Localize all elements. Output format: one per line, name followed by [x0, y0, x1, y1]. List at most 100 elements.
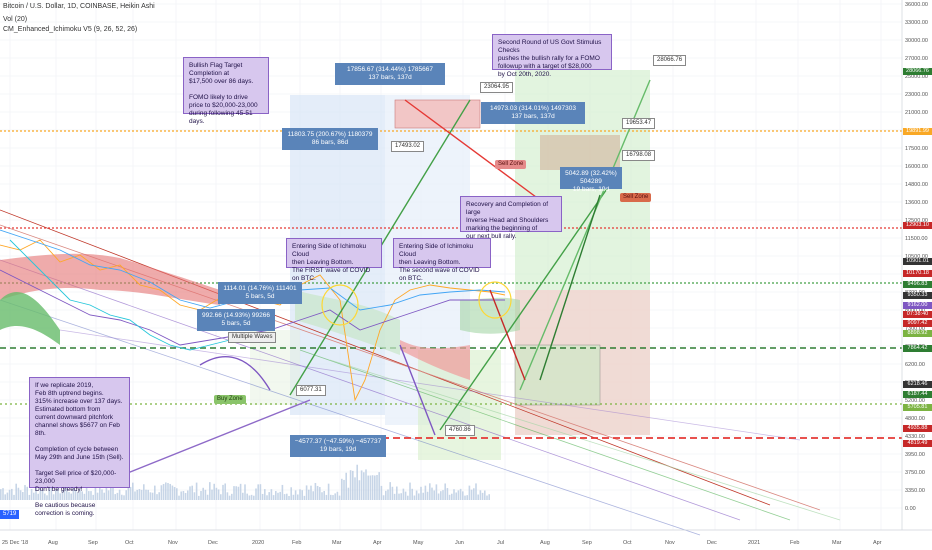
y-tick-label: 3950.00 [905, 452, 925, 458]
volume-bar [46, 495, 48, 500]
volume-bar [367, 475, 369, 500]
volume-bar [422, 492, 424, 500]
y-tick-label: 23000.00 [905, 92, 928, 98]
volume-bar [407, 495, 409, 500]
measure-box[interactable]: 992.66 (14.93%) 99266 5 bars, 5d [197, 309, 275, 331]
volume-bar [404, 491, 407, 500]
volume-bar [464, 495, 466, 500]
volume-indicator-label[interactable]: Vol (20) [3, 16, 28, 23]
x-tick-label: Feb [790, 540, 799, 546]
volume-bar [224, 483, 226, 500]
volume-bar [488, 494, 490, 500]
volume-bar [451, 493, 453, 500]
volume-bar [360, 470, 363, 500]
volume-bar [299, 489, 301, 500]
volume-bar [116, 492, 119, 500]
x-tick-label: Oct [623, 540, 632, 546]
volume-bar [171, 485, 174, 500]
volume-bar [316, 485, 319, 500]
measure-box[interactable]: 17856.67 (314.44%) 1785667 137 bars, 137d [335, 63, 445, 85]
volume-bar [206, 494, 209, 500]
volume-bar [222, 484, 224, 500]
note-replicate-2019[interactable]: If we replicate 2019, Feb 8th uptrend be… [29, 377, 130, 517]
volume-bar [459, 488, 462, 500]
volume-bar [376, 475, 378, 500]
y-axis: 36000.00 33000.00 30000.00 27000.00 25000.00… [905, 2, 928, 512]
volume-bar [41, 489, 44, 500]
volume-bar [24, 485, 26, 500]
volume-bar [279, 491, 281, 500]
x-tick-label: Feb [292, 540, 301, 546]
note-cloud-second-wave[interactable]: Entering Side of Ichimoku Cloud then Lea… [393, 238, 491, 282]
volume-bar [323, 490, 325, 500]
volume-bar [6, 492, 9, 500]
volume-bar [385, 490, 387, 500]
measure-box[interactable]: −4577.37 (−47.59%) −457737 19 bars, 19d [290, 435, 386, 457]
volume-bar [103, 492, 105, 500]
volume-bar [52, 494, 55, 500]
volume-bar [334, 493, 336, 500]
volume-bar [468, 485, 471, 500]
volume-bar [156, 494, 158, 500]
volume-bar [184, 492, 187, 500]
volume-bar [396, 486, 398, 500]
volume-bar [237, 486, 240, 500]
volume-bars [0, 464, 490, 500]
volume-bar [336, 491, 339, 500]
price-level-badge: 7864.42 [903, 345, 932, 352]
volume-bar [457, 490, 460, 500]
volume-bar [352, 470, 354, 500]
x-tick-label: Dec [707, 540, 717, 546]
volume-bar [398, 493, 400, 500]
volume-bar [83, 493, 86, 500]
measure-box[interactable]: 14973.03 (314.01%) 1497303 137 bars, 137d [481, 102, 585, 124]
volume-bar [50, 482, 53, 500]
volume-bar [264, 489, 266, 500]
x-tick-label: Dec [208, 540, 218, 546]
volume-bar [409, 482, 411, 500]
volume-bar [217, 489, 220, 500]
volume-bar [343, 479, 345, 500]
note-cloud-first-wave[interactable]: Entering Side of Ichimoku Cloud then Lea… [286, 238, 382, 282]
volume-bar [30, 489, 33, 500]
volume-bar [479, 490, 482, 500]
ichimoku-indicator-label[interactable]: CM_Enhanced_Ichimoku V5 (9, 26, 52, 26) [3, 26, 138, 33]
volume-bar [167, 483, 169, 500]
price-level-badge: 9496.83 [903, 281, 932, 288]
volume-bar [151, 492, 154, 500]
volume-bar [389, 482, 391, 500]
volume-bar [426, 491, 429, 500]
measure-box[interactable]: 5042.89 (32.42%) 504289 19 bars, 19d [560, 167, 622, 193]
volume-bar [448, 494, 451, 500]
y-tick-label: 21000.00 [905, 110, 928, 116]
y-tick-label: 25000.00 [905, 74, 928, 80]
volume-bar [72, 482, 75, 500]
ohlc-badge: 5719 [0, 510, 20, 519]
note-bullish-flag[interactable]: Bullish Flag Target Completion at $17,50… [183, 57, 269, 125]
volume-bar [358, 480, 361, 500]
volume-bar [112, 486, 114, 500]
volume-bar [387, 489, 389, 500]
volume-bar [418, 493, 420, 500]
volume-bar [2, 488, 4, 500]
volume-bar [213, 483, 215, 500]
measure-box[interactable]: 11803.75 (200.67%) 1180379 86 bars, 86d [282, 128, 378, 150]
volume-bar [484, 490, 486, 500]
note-recovery[interactable]: Recovery and Completion of large Inverse… [460, 196, 562, 240]
volume-bar [486, 495, 488, 500]
volume-bar [473, 488, 475, 500]
price-tag: 28066.76 [653, 55, 687, 66]
price-tag: 6077.31 [296, 385, 326, 396]
measure-box[interactable]: 1114.01 (14.76%) 111401 5 bars, 5d [218, 282, 302, 304]
volume-bar [446, 488, 449, 500]
volume-bar [424, 485, 427, 500]
volume-bar [114, 494, 116, 500]
note-stimulus[interactable]: Second Round of US Govt Stimulus Checks … [492, 34, 612, 78]
volume-bar [413, 495, 416, 500]
volume-bar [308, 489, 310, 500]
volume-bar [110, 485, 112, 500]
volume-bar [92, 494, 94, 500]
volume-bar [371, 475, 374, 500]
volume-bar [165, 482, 167, 500]
